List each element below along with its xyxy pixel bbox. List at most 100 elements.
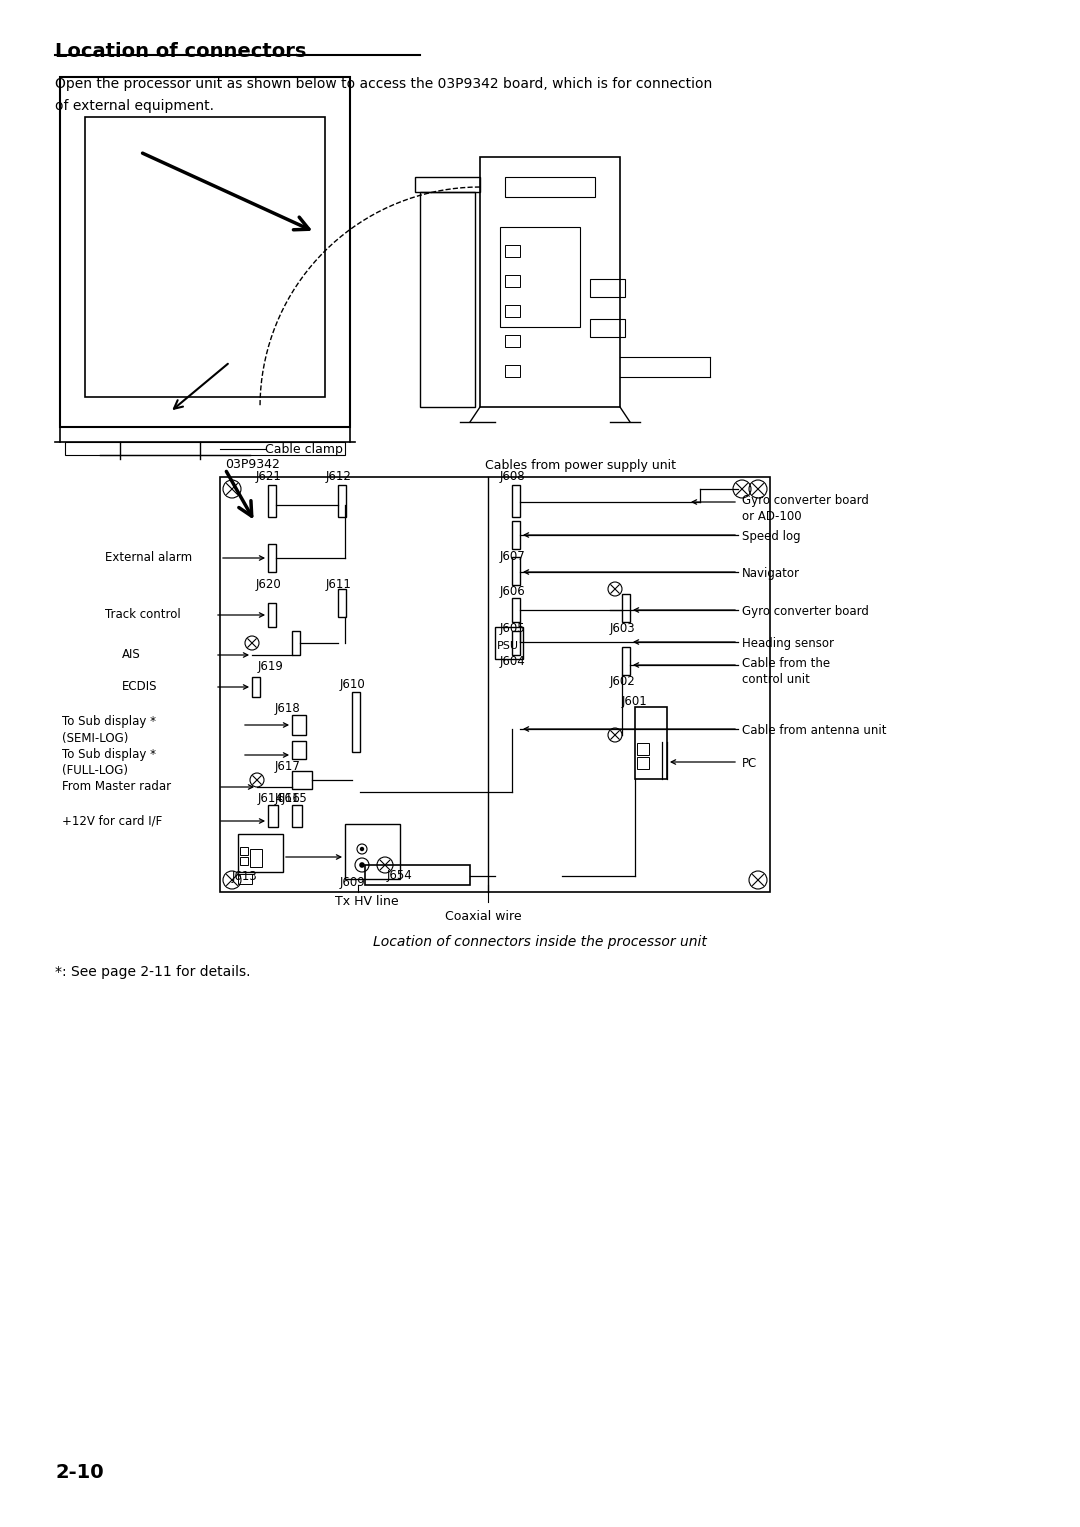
Bar [345,825,400,880]
Bar [590,319,625,337]
Bar [505,365,519,377]
Text: J621: J621 [256,470,282,484]
Bar [622,594,630,621]
Circle shape [360,863,364,867]
Bar [505,275,519,287]
Text: AIS: AIS [122,649,140,661]
Text: J617: J617 [275,760,301,774]
Bar [240,857,248,864]
Text: J614: J614 [258,793,284,806]
Bar [512,521,519,550]
Bar [512,599,519,621]
Text: J609: J609 [340,876,366,890]
Text: 2-10: 2-10 [55,1463,104,1481]
Text: +12V for card I/F: +12V for card I/F [62,814,162,828]
Bar [500,228,580,327]
Bar [590,279,625,296]
Bar [480,157,620,408]
Bar [238,873,252,884]
Text: (FULL-LOG): (FULL-LOG) [62,765,129,777]
Text: Gyro converter board: Gyro converter board [742,495,869,507]
Text: J611: J611 [326,579,352,591]
Text: J615: J615 [282,793,308,806]
Bar [505,305,519,318]
Bar [505,177,595,197]
Bar [338,486,346,518]
Text: control unit: control unit [742,673,810,687]
Bar [622,647,630,675]
Text: J605: J605 [500,623,526,635]
Text: J618: J618 [275,702,300,716]
Text: Coaxial wire: Coaxial wire [445,910,522,924]
Bar [292,715,306,734]
Bar [338,589,346,617]
Bar [292,805,302,828]
Text: Speed log: Speed log [742,530,800,544]
Bar [495,628,523,660]
Text: J620: J620 [256,579,282,591]
Text: Cables from power supply unit: Cables from power supply unit [485,458,676,472]
Bar [60,76,350,428]
Bar [505,244,519,257]
Bar [635,707,667,779]
Text: J619: J619 [258,661,284,673]
Text: ECDIS: ECDIS [122,681,158,693]
Text: Location of connectors inside the processor unit: Location of connectors inside the proces… [373,935,707,948]
Bar [252,676,260,696]
Bar [65,441,345,455]
Text: J608: J608 [500,470,526,484]
Text: PC: PC [742,757,757,771]
Bar [238,834,283,872]
Bar [268,603,276,628]
Text: Heading sensor: Heading sensor [742,637,834,651]
Text: *: See page 2-11 for details.: *: See page 2-11 for details. [55,965,251,979]
Bar [637,744,649,754]
Text: Open the processor unit as shown below to access the 03P9342 board, which is for: Open the processor unit as shown below t… [55,76,712,92]
Bar [637,757,649,770]
Text: Tx HV line: Tx HV line [335,895,399,909]
Text: Cable from the: Cable from the [742,658,831,670]
Text: J613: J613 [232,870,258,884]
Text: J607: J607 [500,551,526,563]
Bar [512,631,519,655]
Bar [249,849,262,867]
Text: J610: J610 [340,678,366,692]
Text: To Sub display *: To Sub display * [62,748,156,762]
Circle shape [361,847,364,851]
Text: External alarm: External alarm [105,551,192,565]
Text: Cable clamp: Cable clamp [265,443,342,455]
Text: From Master radar: From Master radar [62,780,171,794]
Text: J616: J616 [275,793,301,806]
Text: PSU: PSU [497,641,519,651]
Text: J602: J602 [610,675,636,689]
Text: J612: J612 [326,470,352,484]
Bar [352,692,360,751]
Text: J603: J603 [610,623,636,635]
Bar [268,544,276,573]
Bar [85,118,325,397]
Text: To Sub display *: To Sub display * [62,716,156,728]
Text: J606: J606 [500,585,526,599]
Bar [420,192,475,408]
Bar [512,557,519,585]
Text: J654: J654 [387,869,413,883]
Text: (SEMI-LOG): (SEMI-LOG) [62,733,129,745]
Text: Track control: Track control [105,608,180,621]
Text: 03P9342: 03P9342 [225,458,280,472]
Bar [505,334,519,347]
Bar [415,177,480,192]
Bar [292,771,312,789]
Bar [512,486,519,518]
Text: or AD-100: or AD-100 [742,510,801,524]
Bar [268,486,276,518]
Bar [292,631,300,655]
Text: of external equipment.: of external equipment. [55,99,214,113]
Text: J601: J601 [622,695,648,709]
Bar [365,864,470,886]
Bar [220,476,770,892]
Bar [268,805,278,828]
Bar [292,741,306,759]
Bar [240,847,248,855]
Text: Navigator: Navigator [742,568,800,580]
Text: J604: J604 [500,655,526,669]
